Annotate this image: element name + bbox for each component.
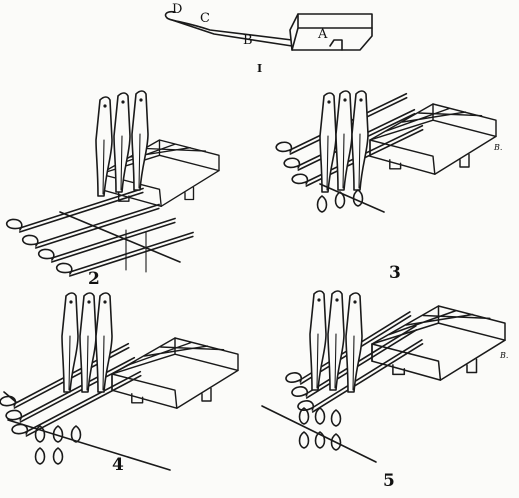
- figure-4: 4: [0, 292, 239, 475]
- figure-5: B. 5: [261, 290, 508, 491]
- figure-3: B. 3: [272, 90, 502, 283]
- figure-4-number: 4: [112, 455, 124, 475]
- figure-one-caption: I: [257, 62, 262, 75]
- part-label-d: D: [172, 2, 182, 17]
- figure-2-number: 2: [88, 269, 100, 289]
- part-label-b: B: [243, 33, 253, 48]
- figure-2: 2: [5, 90, 220, 289]
- part-label-a: A: [317, 27, 328, 42]
- figure-5-number: 5: [383, 471, 395, 491]
- figure-5-signature: B.: [499, 351, 508, 360]
- part-label-c: C: [200, 11, 210, 26]
- figure-3-number: 3: [389, 263, 401, 283]
- figure-3-signature: B.: [493, 143, 502, 152]
- figure-one: D C B A I: [164, 2, 373, 75]
